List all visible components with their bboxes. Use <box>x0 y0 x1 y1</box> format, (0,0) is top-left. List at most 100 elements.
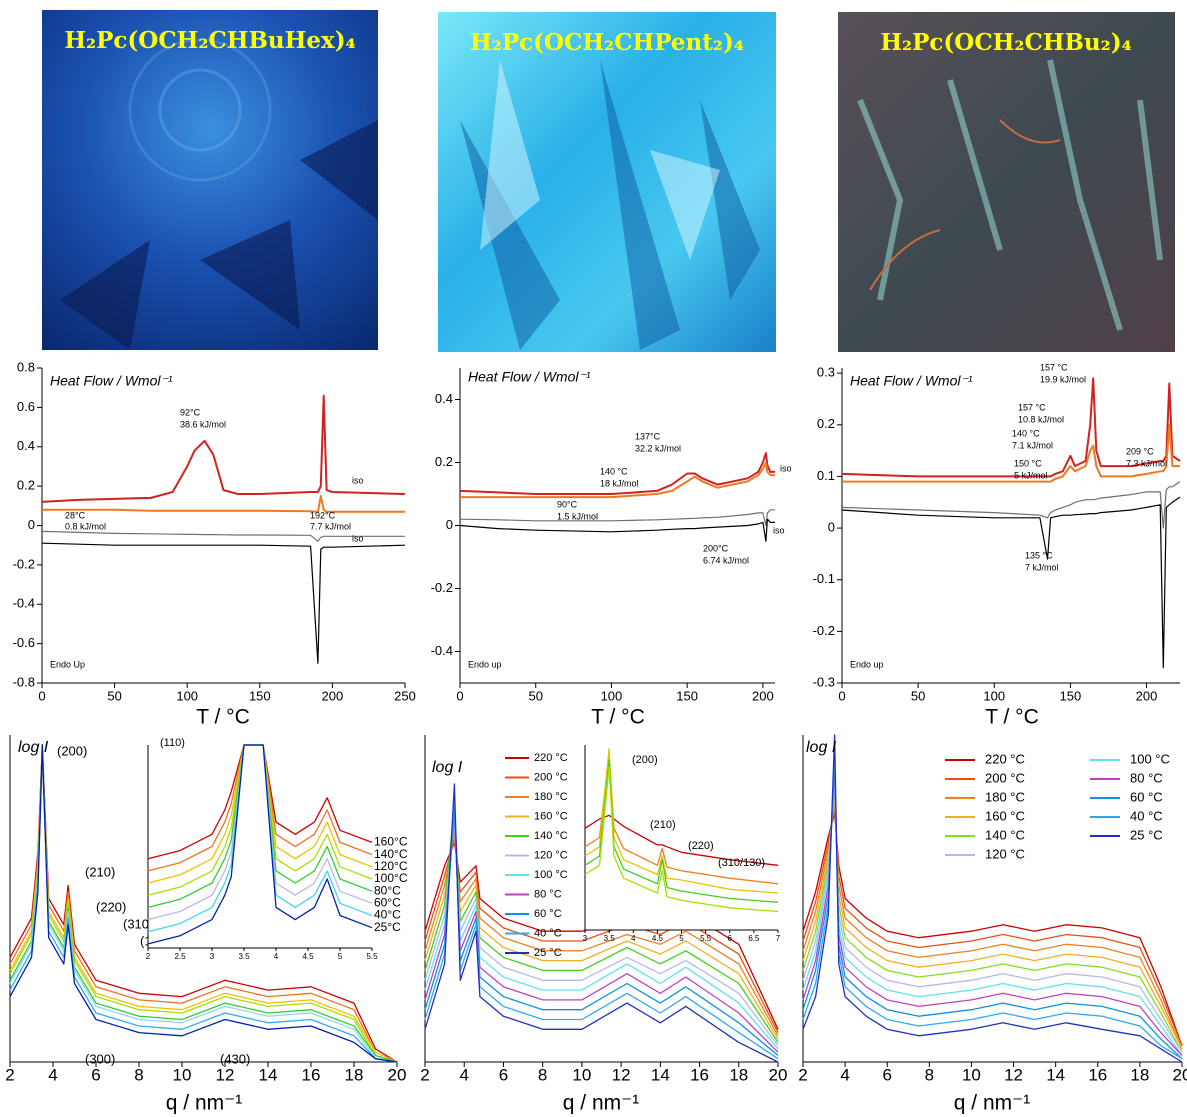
x-tick-label: 18 <box>1130 1065 1149 1084</box>
annotation: 7.3 kJ/mol <box>1126 458 1167 468</box>
annotation: 140 °C <box>1012 428 1040 438</box>
annotation: 1.5 kJ/mol <box>557 511 598 521</box>
legend-label: 80°C <box>374 883 401 897</box>
x-tick-label: 150 <box>249 688 271 703</box>
y-axis-label: Heat Flow / Wmol⁻¹ <box>850 373 973 389</box>
y-tick-label: -0.2 <box>13 556 35 571</box>
series-line <box>41 530 405 542</box>
x-tick-label: 100 <box>176 688 198 703</box>
legend-label: 140 °C <box>534 830 568 842</box>
x-tick-label: 4 <box>48 1065 57 1084</box>
annotation: 19.9 kJ/mol <box>1040 374 1086 384</box>
legend-label: 220 °C <box>534 752 568 764</box>
x-tick-label: 14 <box>259 1065 278 1084</box>
series-line <box>459 518 775 542</box>
legend-label: 100 °C <box>534 869 568 881</box>
legend-label: 120°C <box>374 859 408 873</box>
annotation: 140 °C <box>600 466 628 476</box>
y-tick-label: -0.4 <box>13 596 35 611</box>
legend-label: 180 °C <box>985 789 1025 804</box>
annotation: iso <box>780 463 792 473</box>
y-tick-label: 0.1 <box>817 468 835 483</box>
x-tick-label: 0 <box>38 688 45 703</box>
annotation: 137°C <box>635 431 661 441</box>
micrograph-title: H₂Pc(OCH₂CHPent₂)₄ <box>470 29 744 56</box>
x-tick-label: 6 <box>728 934 733 943</box>
annotation: iso <box>773 525 785 535</box>
x-tick-label: 200 <box>1136 688 1158 703</box>
legend-label: 180 °C <box>534 791 568 803</box>
series-line <box>841 496 1181 669</box>
series-line <box>584 759 779 903</box>
x-tick-label: 50 <box>911 688 925 703</box>
x-tick-label: 6 <box>91 1065 100 1084</box>
legend-label: 100 °C <box>1130 751 1170 766</box>
annotation: 6.74 kJ/mol <box>703 555 749 565</box>
annotation: iso <box>352 533 364 543</box>
series-line <box>841 377 1181 478</box>
micrograph: H₂Pc(OCH₂CHBuHex)₄ <box>42 10 378 350</box>
annotation: (110) <box>160 737 185 749</box>
series-line <box>584 766 779 913</box>
series-line <box>842 423 1180 483</box>
annotation: (200) <box>57 743 87 758</box>
x-tick-label: 2 <box>420 1065 429 1084</box>
series-line <box>460 461 775 499</box>
x-tick-label: 200 <box>322 688 344 703</box>
annotation: 7.1 kJ/mol <box>1012 440 1053 450</box>
x-tick-label: 4 <box>840 1065 849 1084</box>
legend-label: 200 °C <box>985 770 1025 785</box>
x-tick-label: 16 <box>690 1065 709 1084</box>
annotation: 0.8 kJ/mol <box>65 521 106 531</box>
x-tick-label: 6.5 <box>748 934 760 943</box>
annotation: (310) <box>123 916 153 931</box>
x-tick-label: 4.5 <box>302 952 314 961</box>
series-line <box>147 744 373 945</box>
legend-label: 25 °C <box>1130 827 1163 842</box>
annotation: 32.2 kJ/mol <box>635 443 681 453</box>
series-line <box>802 760 1183 1060</box>
x-tick-label: 50 <box>107 688 121 703</box>
y-tick-label: -0.2 <box>431 580 453 595</box>
legend-label: 60 °C <box>534 908 562 920</box>
y-tick-label: 0 <box>446 517 453 532</box>
y-tick-label: -0.6 <box>13 635 35 650</box>
x-tick-label: 250 <box>394 688 416 703</box>
x-tick-label: 3.5 <box>238 952 250 961</box>
x-tick-label: 10 <box>572 1065 591 1084</box>
x-tick-label: 2 <box>146 952 151 961</box>
x-tick-label: 16 <box>1088 1065 1107 1084</box>
annotation: 90°C <box>557 499 578 509</box>
micrograph: H₂Pc(OCH₂CHPent₂)₄ <box>438 12 776 352</box>
y-tick-label: 0.2 <box>17 478 35 493</box>
x-tick-label: 0 <box>838 688 845 703</box>
x-tick-label: 12 <box>216 1065 235 1084</box>
x-tick-label: 7 <box>776 934 781 943</box>
series-line <box>41 542 406 664</box>
legend-label: 40 °C <box>1130 808 1163 823</box>
series-line <box>41 394 406 503</box>
x-axis-label: q / nm⁻¹ <box>563 1092 639 1115</box>
series-line <box>424 783 779 1063</box>
legend-label: 80 °C <box>1130 770 1163 785</box>
annotation: (210) <box>85 864 115 879</box>
x-tick-label: 14 <box>651 1065 670 1084</box>
annotation: 200°C <box>703 543 729 553</box>
legend-label: 140 °C <box>985 827 1025 842</box>
y-tick-label: 0.4 <box>435 391 453 406</box>
x-tick-label: 10 <box>173 1065 192 1084</box>
x-tick-label: 8 <box>925 1065 934 1084</box>
legend-label: 160 °C <box>534 810 568 822</box>
legend-label: 25 °C <box>534 947 562 959</box>
annotation: (220) <box>688 840 714 852</box>
series-line <box>584 814 779 866</box>
x-tick-label: 150 <box>1060 688 1082 703</box>
annotation: 10.8 kJ/mol <box>1018 414 1064 424</box>
legend-label: 60 °C <box>1130 789 1163 804</box>
micrograph: H₂Pc(OCH₂CHBu₂)₄ <box>838 12 1175 352</box>
annotation: 92°C <box>180 407 201 417</box>
x-tick-label: 100 <box>601 688 623 703</box>
x-tick-label: 16 <box>302 1065 321 1084</box>
annotation: 18 kJ/mol <box>600 478 639 488</box>
y-tick-label: 0.6 <box>17 399 35 414</box>
